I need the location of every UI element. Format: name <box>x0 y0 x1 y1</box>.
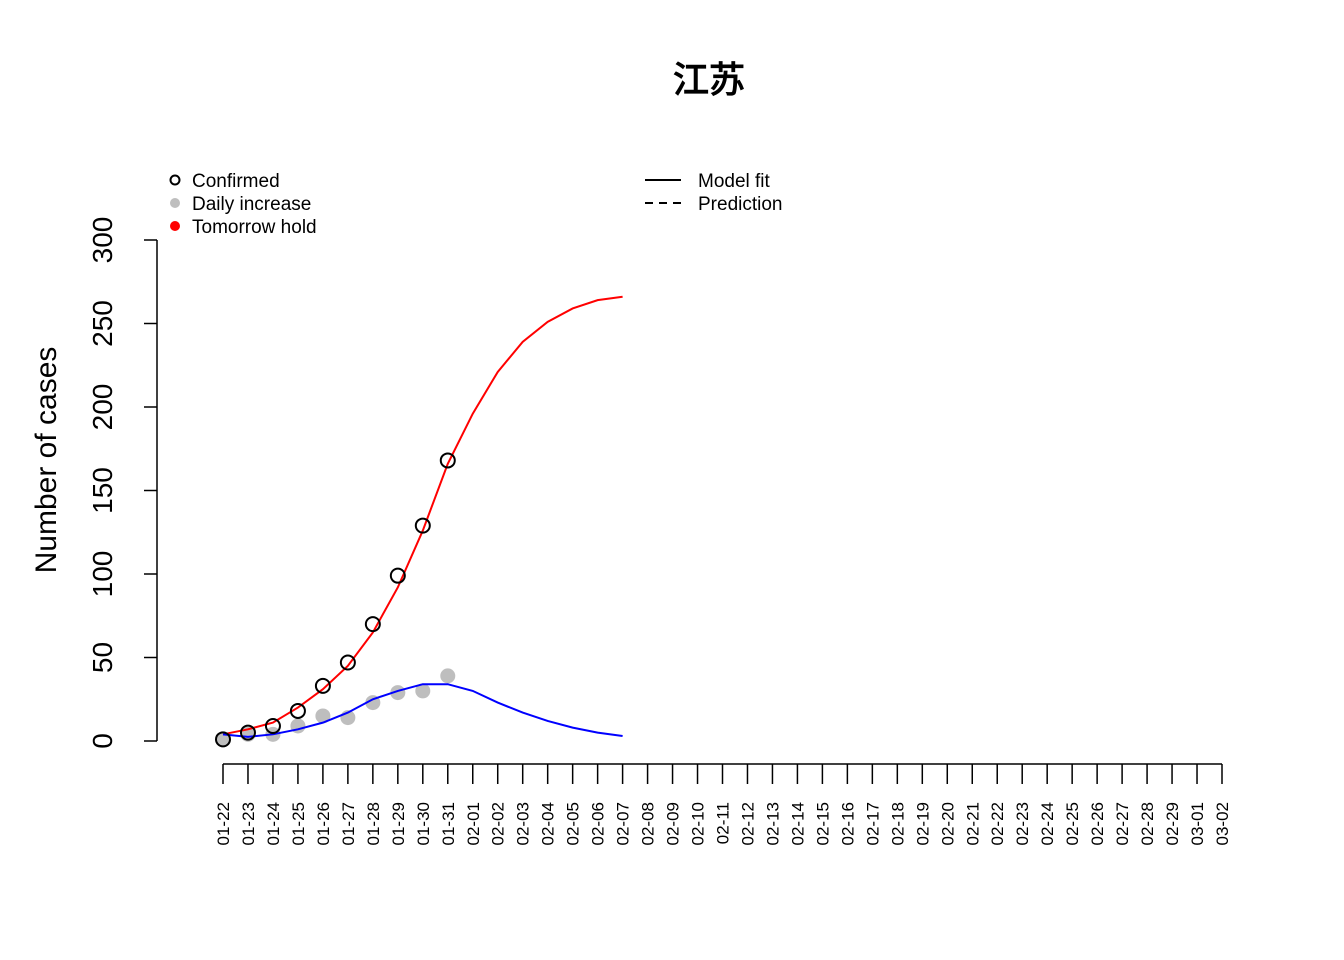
legend-label: Tomorrow hold <box>192 217 317 238</box>
y-tick-label: 50 <box>87 642 118 673</box>
x-tick-label: 01-30 <box>414 802 433 845</box>
x-tick-label: 02-21 <box>963 802 982 845</box>
legend-label: Prediction <box>698 194 783 215</box>
daily-point <box>440 668 456 684</box>
x-tick-label: 02-19 <box>913 802 932 845</box>
confirmed-point <box>339 654 356 671</box>
x-tick-label: 02-23 <box>1013 802 1032 845</box>
x-tick-label: 02-05 <box>564 802 583 845</box>
x-tick-label: 02-09 <box>664 802 683 845</box>
x-tick-label: 02-26 <box>1088 802 1107 845</box>
daily-point <box>415 683 431 699</box>
x-tick-label: 02-24 <box>1038 802 1057 845</box>
x-tick-label: 02-07 <box>614 802 633 845</box>
y-tick-label: 200 <box>87 384 118 431</box>
x-tick-label: 02-20 <box>938 802 957 845</box>
fit-line <box>222 295 623 736</box>
x-tick-label: 01-24 <box>264 802 283 845</box>
confirmed-point <box>439 452 456 469</box>
x-tick-label: 02-14 <box>788 802 807 845</box>
x-tick-label: 02-06 <box>589 802 608 845</box>
legend-symbol <box>169 174 181 186</box>
x-tick-label: 02-18 <box>888 802 907 845</box>
daily-point <box>315 708 331 724</box>
x-tick-label: 01-22 <box>214 802 233 845</box>
legend-label: Model fit <box>698 171 771 192</box>
x-tick-label: 02-08 <box>639 802 658 845</box>
x-tick-label: 03-02 <box>1213 802 1232 845</box>
x-tick-label: 02-29 <box>1163 802 1182 845</box>
legend-symbol <box>170 221 180 231</box>
legend-label: Confirmed <box>192 171 280 192</box>
x-tick-label: 02-12 <box>738 802 757 845</box>
x-tick-label: 01-28 <box>364 802 383 845</box>
x-tick-label: 02-10 <box>689 802 708 845</box>
x-tick-label: 02-27 <box>1113 802 1132 845</box>
x-tick-label: 01-23 <box>239 802 258 845</box>
legend-label: Daily increase <box>192 194 311 215</box>
y-tick-label: 100 <box>87 551 118 598</box>
confirmed-point <box>239 724 256 741</box>
x-tick-label: 02-03 <box>514 802 533 845</box>
x-tick-label: 01-27 <box>339 802 358 845</box>
x-tick-label: 01-26 <box>314 802 333 845</box>
x-tick-label: 01-31 <box>439 802 458 845</box>
confirmed-point <box>364 616 381 633</box>
y-tick-label: 250 <box>87 300 118 347</box>
x-tick-label: 02-15 <box>813 802 832 845</box>
x-tick-label: 02-16 <box>838 802 857 845</box>
x-tick-label: 01-29 <box>389 802 408 845</box>
daily-point <box>390 685 406 701</box>
fit-line <box>222 683 623 738</box>
x-tick-label: 02-17 <box>863 802 882 845</box>
confirmed-point <box>414 517 431 534</box>
confirmed-point <box>314 677 331 694</box>
confirmed-point <box>264 717 281 734</box>
legend-symbol <box>170 198 180 208</box>
x-tick-label: 01-25 <box>289 802 308 845</box>
x-tick-label: 02-13 <box>763 802 782 845</box>
x-tick-label: 02-25 <box>1063 802 1082 845</box>
chart-title: 江苏 <box>673 59 745 100</box>
x-tick-label: 02-04 <box>539 802 558 845</box>
y-tick-label: 0 <box>87 733 118 749</box>
confirmed-point <box>289 702 306 719</box>
x-tick-label: 02-11 <box>714 802 733 844</box>
x-tick-label: 02-22 <box>988 802 1007 845</box>
y-tick-label: 300 <box>87 217 118 264</box>
x-tick-label: 02-28 <box>1138 802 1157 845</box>
confirmed-point <box>215 731 231 748</box>
y-tick-label: 150 <box>87 467 118 514</box>
y-axis-label: Number of cases <box>30 347 63 574</box>
x-tick-label: 02-01 <box>464 802 483 845</box>
x-tick-label: 02-02 <box>489 802 508 845</box>
x-tick-label: 03-01 <box>1188 802 1207 845</box>
confirmed-point <box>389 567 406 584</box>
